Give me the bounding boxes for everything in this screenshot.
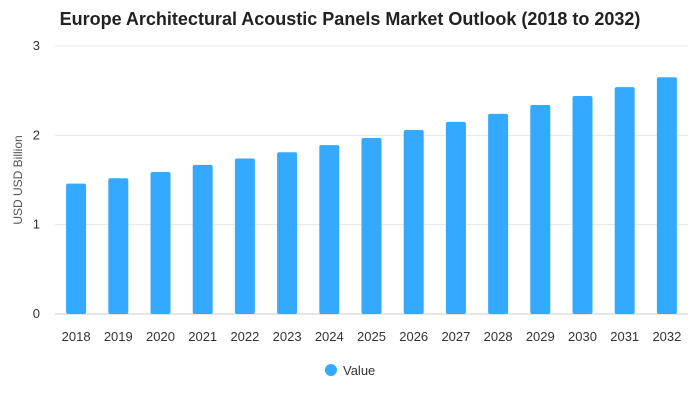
- legend[interactable]: Value: [325, 363, 375, 378]
- x-tick-label: 2032: [652, 329, 681, 344]
- bars: [66, 77, 677, 315]
- bar-2031[interactable]: [614, 87, 635, 315]
- x-tick-label: 2028: [484, 329, 513, 344]
- legend-marker-value: [325, 364, 337, 376]
- bar-2023[interactable]: [277, 152, 298, 314]
- x-axis-ticks: 2018 2019 2020 2021 2022 2023 2024 2025 2026 2027…: [62, 329, 682, 344]
- bar-2025[interactable]: [361, 138, 382, 314]
- x-tick-label: 2020: [146, 329, 175, 344]
- x-tick-label: 2029: [526, 329, 555, 344]
- bar-2021[interactable]: [192, 164, 213, 314]
- x-tick-label: 2022: [230, 329, 259, 344]
- bar-2027[interactable]: [445, 121, 466, 314]
- x-tick-label: 2026: [399, 329, 428, 344]
- chart-title: Europe Architectural Acoustic Panels Mar…: [60, 9, 641, 29]
- x-tick-label: 2030: [568, 329, 597, 344]
- x-tick-label: 2031: [610, 329, 639, 344]
- y-tick-label: 2: [33, 127, 40, 142]
- x-tick-label: 2024: [315, 329, 344, 344]
- y-axis-label: USD USD Billion: [11, 135, 25, 224]
- bar-2018[interactable]: [66, 183, 87, 314]
- x-tick-label: 2021: [188, 329, 217, 344]
- bar-2029[interactable]: [530, 104, 551, 315]
- y-axis-ticks: 0 1 2 3: [33, 38, 40, 321]
- bar-2024[interactable]: [319, 145, 340, 314]
- y-tick-label: 0: [33, 306, 40, 321]
- x-tick-label: 2027: [441, 329, 470, 344]
- y-tick-label: 1: [33, 217, 40, 232]
- x-tick-label: 2019: [104, 329, 133, 344]
- bar-2019[interactable]: [108, 178, 129, 314]
- x-tick-label: 2023: [273, 329, 302, 344]
- bar-2030[interactable]: [572, 96, 593, 314]
- bar-2022[interactable]: [234, 158, 255, 314]
- bar-2026[interactable]: [403, 129, 424, 314]
- bar-2020[interactable]: [150, 171, 171, 314]
- legend-label-value: Value: [343, 363, 375, 378]
- x-tick-label: 2025: [357, 329, 386, 344]
- bar-2028[interactable]: [488, 113, 509, 314]
- bar-2032[interactable]: [656, 77, 677, 315]
- y-tick-label: 3: [33, 38, 40, 53]
- x-tick-label: 2018: [62, 329, 91, 344]
